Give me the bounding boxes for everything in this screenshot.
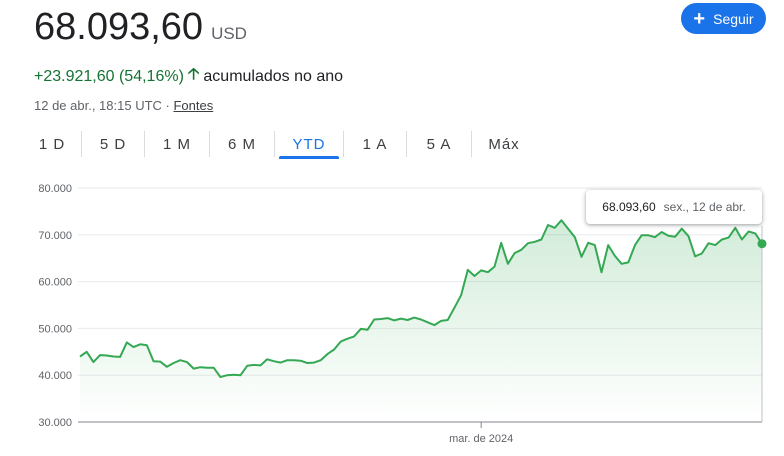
tab-6m[interactable]: 6 M: [210, 128, 274, 160]
tab-divider: [343, 131, 344, 157]
range-tabs: 1 D 5 D 1 M 6 M YTD 1 A 5 A Máx: [23, 128, 536, 160]
price-change: +23.921,60 (54,16%) 🡡 acumulados no ano: [34, 63, 343, 90]
current-price: 68.093,60: [34, 6, 204, 48]
tab-label: 5 A: [426, 135, 452, 153]
y-tick-label: 80.000: [38, 183, 72, 195]
currency-label: USD: [211, 24, 247, 43]
change-period: acumulados no ano: [203, 67, 344, 85]
timestamp: 12 de abr., 18:15 UTC ·: [34, 98, 174, 113]
tab-1d[interactable]: 1 D: [23, 128, 81, 160]
tab-1m[interactable]: 1 M: [145, 128, 209, 160]
y-tick-label: 70.000: [38, 230, 72, 242]
tooltip-value: 68.093,60: [602, 200, 656, 214]
tab-divider: [209, 131, 210, 157]
tab-divider: [406, 131, 407, 157]
current-point: [757, 239, 767, 249]
tab-max[interactable]: Máx: [472, 128, 536, 160]
tab-label: 5 D: [99, 135, 127, 153]
tab-5a[interactable]: 5 A: [407, 128, 471, 160]
price-chart[interactable]: 30.000 40.000 50.000 60.000 70.000 80.000 mar.…: [0, 170, 784, 456]
follow-button[interactable]: + Seguir: [681, 3, 766, 34]
follow-button-label: Seguir: [713, 10, 754, 27]
timestamp-row: 12 de abr., 18:15 UTC · Fontes: [34, 98, 213, 113]
tooltip-date: sex., 12 de abr.: [663, 200, 746, 214]
y-tick-label: 50.000: [38, 323, 72, 335]
tab-1a[interactable]: 1 A: [344, 128, 406, 160]
price-area-fill: [80, 220, 762, 422]
tab-label: 1 D: [38, 135, 66, 153]
y-tick-label: 40.000: [38, 370, 72, 382]
arrow-up-icon: 🡡: [187, 66, 200, 83]
tab-label: 6 M: [227, 135, 256, 153]
tab-divider: [144, 131, 145, 157]
tab-divider: [81, 131, 82, 157]
tab-label: Máx: [488, 135, 520, 153]
y-tick-label: 60.000: [38, 277, 72, 289]
hover-tooltip: 68.093,60 sex., 12 de abr.: [586, 190, 762, 224]
price-line: [79, 219, 763, 379]
tab-divider: [471, 131, 472, 157]
x-tick-label: mar. de 2024: [449, 433, 513, 445]
change-value: +23.921,60 (54,16%): [34, 67, 184, 85]
plus-icon: +: [693, 7, 706, 30]
y-tick-label: 30.000: [38, 417, 72, 429]
tab-label: 1 A: [362, 135, 388, 153]
tab-ytd[interactable]: YTD: [275, 128, 343, 160]
tab-5d[interactable]: 5 D: [82, 128, 144, 160]
tab-label: YTD: [292, 135, 326, 153]
tab-divider: [274, 131, 275, 157]
price-header: 68.093,60 USD: [34, 4, 247, 50]
tab-label: 1 M: [162, 135, 191, 153]
sources-link[interactable]: Fontes: [173, 98, 214, 113]
